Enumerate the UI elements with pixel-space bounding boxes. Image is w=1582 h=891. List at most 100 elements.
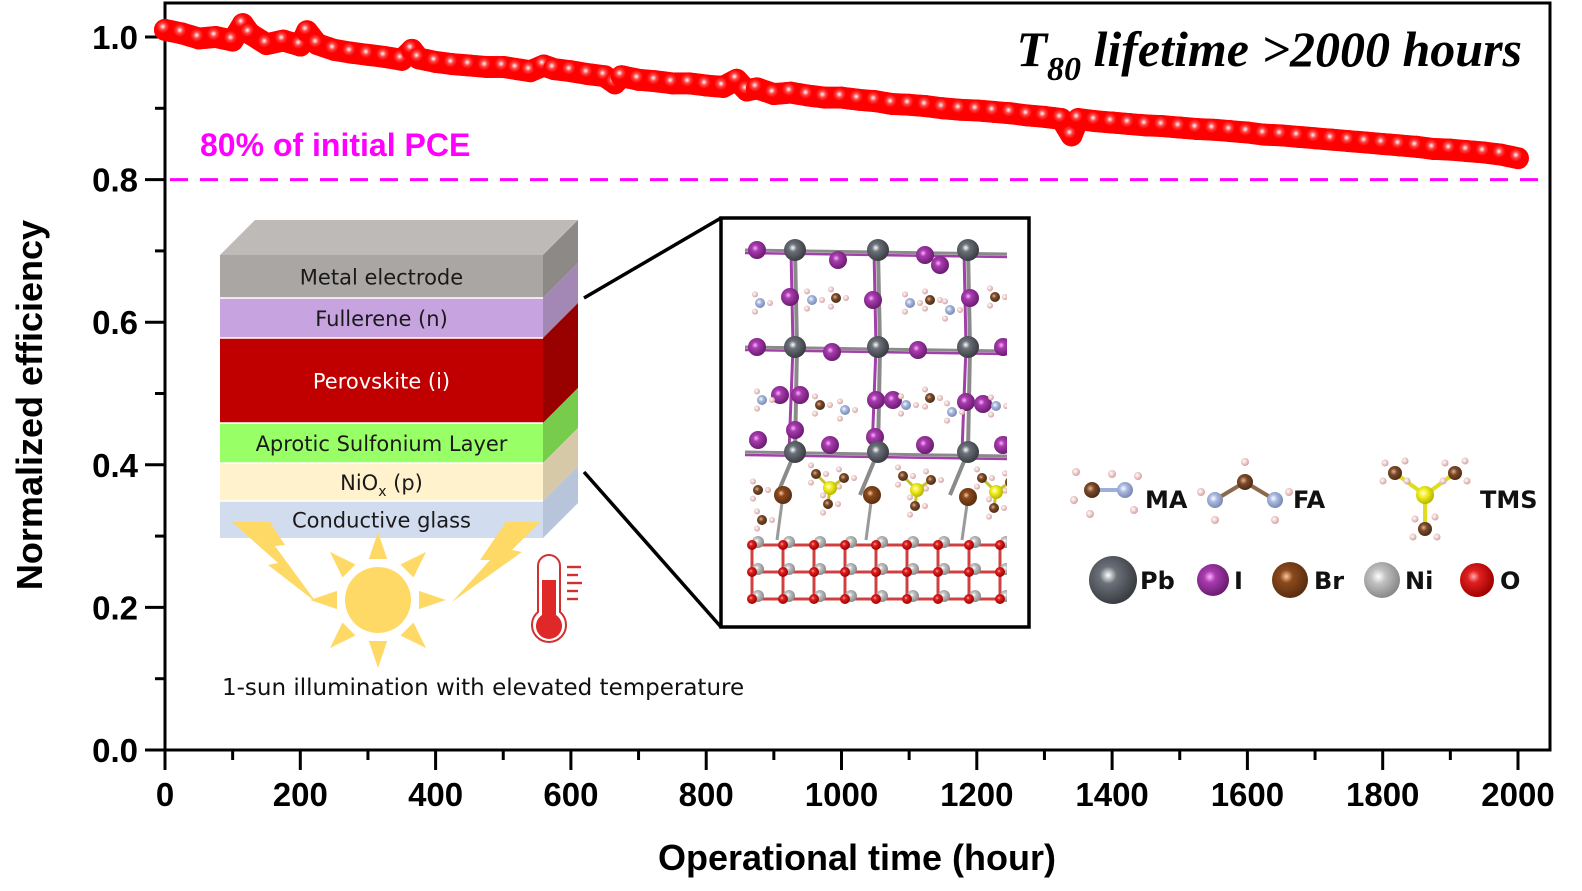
i-atom bbox=[749, 431, 767, 449]
s-atom bbox=[989, 485, 1003, 499]
layer-label-main: NiO bbox=[340, 471, 378, 495]
i-atom bbox=[931, 256, 949, 274]
o-atom bbox=[840, 540, 850, 550]
device-layer: Aprotic Sulfonium Layer bbox=[220, 388, 578, 463]
h-atom bbox=[1002, 487, 1007, 494]
data-point bbox=[644, 70, 667, 93]
molecule-legend-item: TMS bbox=[1379, 457, 1538, 541]
sun-ray bbox=[368, 640, 388, 668]
h-atom bbox=[812, 393, 818, 400]
data-point bbox=[1050, 107, 1073, 130]
h-atom bbox=[987, 302, 993, 309]
i-atom bbox=[829, 251, 847, 269]
data-point bbox=[762, 83, 785, 106]
molecule-atom bbox=[989, 503, 999, 513]
crystal-structure-image bbox=[745, 232, 1007, 610]
zoom-connector-bottom bbox=[582, 470, 723, 629]
layer-label: NiOx (p) bbox=[340, 471, 423, 500]
o-atom bbox=[964, 540, 974, 550]
data-point bbox=[965, 99, 988, 122]
o-atom bbox=[778, 540, 788, 550]
x-tick-label: 1200 bbox=[940, 776, 1013, 813]
h-atom bbox=[974, 483, 980, 490]
molecule-atom bbox=[815, 400, 825, 410]
i-atom bbox=[786, 421, 804, 439]
o-atom bbox=[778, 567, 788, 577]
data-point bbox=[1507, 147, 1529, 170]
atom-swatch bbox=[1089, 556, 1137, 604]
sun-icon bbox=[310, 532, 446, 668]
data-point bbox=[373, 45, 396, 68]
x-tick-label: 800 bbox=[679, 776, 734, 813]
data-point bbox=[1354, 131, 1377, 154]
h-atom bbox=[823, 471, 829, 477]
h-atom bbox=[923, 485, 929, 492]
i-atom bbox=[916, 436, 934, 454]
h-atom bbox=[944, 400, 950, 407]
t80-subscript: 80 bbox=[1047, 51, 1081, 88]
data-point bbox=[779, 81, 802, 104]
h-atom bbox=[1001, 505, 1007, 511]
h-atom bbox=[942, 298, 948, 305]
data-point bbox=[1202, 118, 1225, 141]
h-atom bbox=[754, 405, 760, 412]
i-atom bbox=[864, 291, 882, 309]
data-point bbox=[407, 47, 430, 70]
x-tick-label: 200 bbox=[273, 776, 328, 813]
i-atom bbox=[961, 289, 979, 307]
molecule-atom bbox=[910, 501, 920, 511]
x-tick-label: 600 bbox=[543, 776, 598, 813]
data-point bbox=[678, 72, 701, 95]
atom-legend-item: O bbox=[1460, 563, 1520, 597]
h-atom bbox=[1002, 294, 1007, 300]
h-atom bbox=[750, 495, 756, 502]
h-atom bbox=[843, 295, 849, 301]
layer-side-face bbox=[543, 263, 578, 338]
layer-front-face bbox=[220, 423, 543, 463]
h-atom bbox=[907, 494, 913, 501]
t80-annotation: T80 lifetime >2000 hours bbox=[1016, 21, 1522, 88]
molecule-atom bbox=[991, 401, 1001, 411]
br-atom bbox=[959, 488, 977, 506]
condition-label: 1-sun illumination with elevated tempera… bbox=[222, 675, 744, 701]
h-atom bbox=[910, 473, 916, 479]
h-atom bbox=[765, 487, 771, 493]
i-atom bbox=[791, 386, 809, 404]
h-atom bbox=[851, 475, 857, 481]
o-atom bbox=[902, 540, 912, 550]
x-axis-title: Operational time (hour) bbox=[658, 837, 1056, 878]
o-atom bbox=[871, 567, 881, 577]
i-atom bbox=[884, 391, 902, 409]
data-point bbox=[1439, 138, 1462, 161]
h-atom bbox=[750, 478, 756, 485]
y-tick-label: 0.2 bbox=[92, 589, 138, 626]
x-tick-label: 1400 bbox=[1075, 776, 1148, 813]
h-atom bbox=[922, 386, 928, 393]
atom-legend-item: Br bbox=[1272, 562, 1344, 598]
thermometer-icon bbox=[531, 554, 582, 643]
o-atom bbox=[995, 540, 1005, 550]
h-atom bbox=[767, 300, 773, 306]
reference-line-label: 80% of initial PCE bbox=[200, 127, 470, 163]
pb-atom bbox=[867, 239, 889, 261]
data-point bbox=[1388, 134, 1411, 157]
h-atom bbox=[827, 402, 833, 408]
molecule-atom bbox=[990, 292, 1000, 302]
br-atom bbox=[774, 486, 792, 504]
o-atom bbox=[871, 540, 881, 550]
sun-ray bbox=[329, 551, 356, 578]
data-point bbox=[1405, 135, 1428, 158]
o-atom bbox=[840, 594, 850, 604]
o-atom bbox=[747, 567, 757, 577]
h-atom bbox=[974, 466, 980, 473]
stack-top-face bbox=[220, 220, 578, 255]
data-point bbox=[542, 58, 565, 81]
sun-ray bbox=[400, 551, 427, 578]
i-atom bbox=[781, 288, 799, 306]
y-tick-label: 0.6 bbox=[92, 304, 138, 341]
data-point bbox=[745, 77, 768, 100]
data-point bbox=[221, 29, 244, 52]
data-point bbox=[1118, 112, 1141, 135]
h-atom bbox=[895, 464, 901, 471]
h-atom bbox=[987, 285, 993, 292]
